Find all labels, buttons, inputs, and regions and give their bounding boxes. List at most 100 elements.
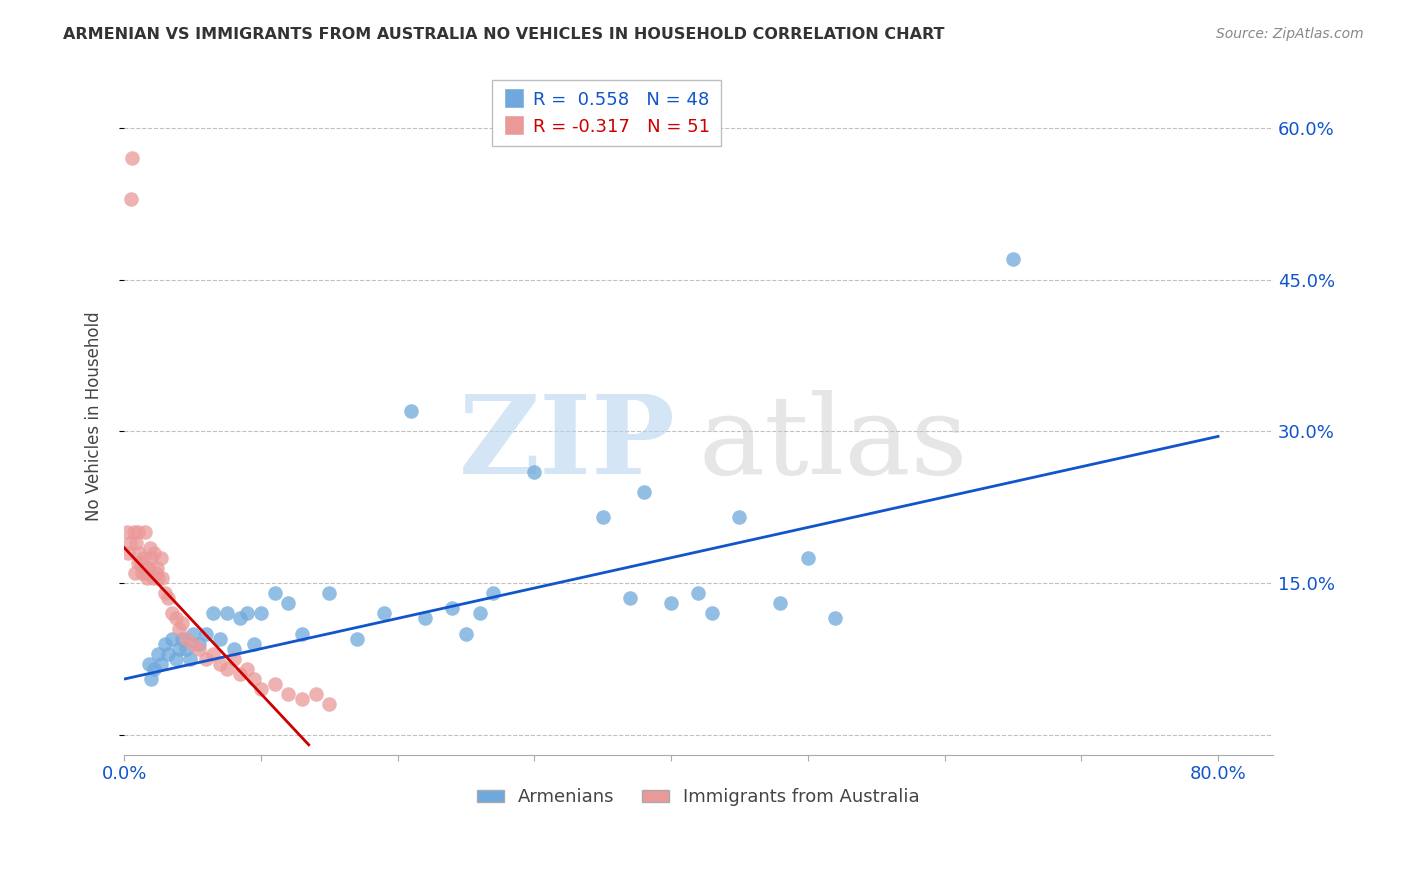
Point: [134, 566, 156, 580]
Point: [208, 632, 231, 646]
Point: [277, 687, 299, 701]
Point: [150, 657, 173, 671]
Point: [482, 586, 505, 600]
Point: [291, 692, 314, 706]
Point: [156, 591, 179, 606]
Point: [181, 626, 204, 640]
Point: [263, 677, 285, 691]
Point: [318, 698, 340, 712]
Text: ZIP: ZIP: [458, 390, 675, 497]
Text: Source: ZipAtlas.com: Source: ZipAtlas.com: [1216, 27, 1364, 41]
Point: [117, 546, 139, 560]
Point: [153, 586, 176, 600]
Y-axis label: No Vehicles in Household: No Vehicles in Household: [86, 311, 103, 521]
Point: [152, 571, 174, 585]
Point: [1001, 252, 1024, 267]
Point: [188, 637, 211, 651]
Point: [174, 641, 197, 656]
Point: [202, 607, 225, 621]
Point: [127, 556, 149, 570]
Point: [229, 667, 252, 681]
Point: [139, 541, 162, 555]
Point: [824, 611, 846, 625]
Point: [160, 607, 183, 621]
Point: [236, 607, 259, 621]
Point: [797, 550, 820, 565]
Point: [700, 607, 723, 621]
Point: [208, 657, 231, 671]
Point: [523, 465, 546, 479]
Point: [124, 566, 146, 580]
Point: [167, 622, 190, 636]
Point: [121, 152, 143, 166]
Point: [122, 525, 145, 540]
Point: [222, 652, 245, 666]
Point: [146, 561, 169, 575]
Point: [243, 637, 266, 651]
Point: [115, 525, 138, 540]
Point: [195, 626, 218, 640]
Point: [148, 571, 170, 585]
Point: [659, 596, 682, 610]
Point: [134, 525, 156, 540]
Point: [243, 672, 266, 686]
Point: [215, 662, 238, 676]
Point: [127, 525, 149, 540]
Point: [120, 192, 142, 206]
Point: [728, 510, 751, 524]
Point: [148, 647, 170, 661]
Point: [592, 510, 614, 524]
Point: [167, 641, 190, 656]
Point: [215, 607, 238, 621]
Point: [188, 641, 211, 656]
Point: [291, 626, 314, 640]
Point: [128, 546, 150, 560]
Point: [143, 662, 166, 676]
Point: [441, 601, 464, 615]
Point: [132, 550, 155, 565]
Text: atlas: atlas: [699, 390, 969, 497]
Point: [250, 607, 273, 621]
Point: [688, 586, 710, 600]
Point: [156, 647, 179, 661]
Point: [118, 535, 141, 549]
Point: [195, 652, 218, 666]
Point: [165, 611, 187, 625]
Point: [165, 652, 187, 666]
Point: [143, 546, 166, 560]
Point: [170, 632, 193, 646]
Point: [769, 596, 792, 610]
Point: [131, 566, 153, 580]
Point: [170, 616, 193, 631]
Point: [373, 607, 395, 621]
Point: [141, 672, 163, 686]
Point: [153, 637, 176, 651]
Point: [222, 641, 245, 656]
Point: [304, 687, 326, 701]
Point: [250, 682, 273, 697]
Point: [413, 611, 436, 625]
Point: [633, 485, 655, 500]
Point: [454, 626, 477, 640]
Point: [346, 632, 368, 646]
Point: [179, 652, 201, 666]
Point: [468, 607, 491, 621]
Point: [174, 632, 197, 646]
Point: [138, 561, 160, 575]
Point: [141, 550, 163, 565]
Point: [229, 611, 252, 625]
Point: [401, 404, 423, 418]
Point: [619, 591, 641, 606]
Point: [160, 632, 183, 646]
Point: [318, 586, 340, 600]
Point: [150, 550, 173, 565]
Point: [136, 571, 159, 585]
Point: [277, 596, 299, 610]
Point: [125, 535, 148, 549]
Point: [181, 637, 204, 651]
Point: [142, 571, 165, 585]
Text: ARMENIAN VS IMMIGRANTS FROM AUSTRALIA NO VEHICLES IN HOUSEHOLD CORRELATION CHART: ARMENIAN VS IMMIGRANTS FROM AUSTRALIA NO…: [63, 27, 945, 42]
Point: [129, 556, 152, 570]
Point: [145, 566, 167, 580]
Point: [138, 657, 160, 671]
